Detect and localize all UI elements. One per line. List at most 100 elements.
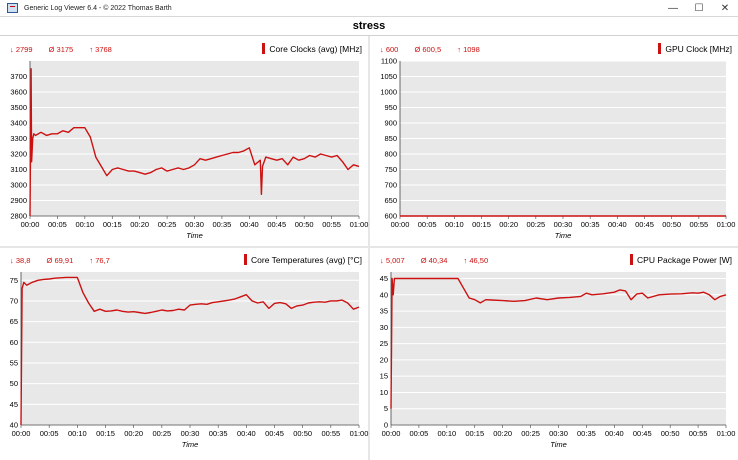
x-tick-label: 00:50 — [295, 220, 314, 229]
x-tick-label: 01:00 — [350, 220, 369, 229]
x-tick-label: 00:35 — [581, 220, 600, 229]
chart-title: Core Clocks (avg) [MHz] — [262, 43, 362, 54]
stat-min: ↓ 2799 — [10, 45, 33, 54]
y-tick-label: 25 — [380, 339, 388, 348]
y-tick-label: 800 — [384, 150, 397, 159]
y-tick-label: 1050 — [380, 72, 397, 81]
x-axis-label: Time — [550, 440, 567, 449]
x-tick-label: 00:50 — [293, 429, 312, 438]
x-tick-label: 00:15 — [465, 429, 484, 438]
stat-min: ↓ 600 — [380, 45, 399, 54]
y-tick-label: 3100 — [10, 165, 27, 174]
x-tick-label: 00:40 — [608, 220, 627, 229]
y-tick-label: 45 — [10, 400, 18, 409]
x-tick-label: 00:30 — [549, 429, 568, 438]
core-temperatures-chart: 40 45 50 55 60 65 70 75 00:00 00:05 00:10 00:15 00:2… — [10, 272, 369, 449]
series-swatch — [244, 254, 248, 265]
stat-min: ↓ 38,8 — [10, 256, 31, 265]
minimize-button[interactable]: — — [668, 2, 678, 14]
x-tick-label: 00:05 — [418, 220, 437, 229]
chart-title: GPU Clock [MHz] — [658, 43, 732, 54]
x-tick-label: 00:10 — [68, 429, 87, 438]
x-axis-label: Time — [186, 231, 203, 240]
x-tick-label: 00:35 — [577, 429, 596, 438]
stat-max: ↑ 3768 — [89, 45, 112, 54]
y-tick-label: 15 — [380, 372, 388, 381]
stat-min: ↓ 5,007 — [380, 256, 405, 265]
x-tick-label: 00:40 — [237, 429, 256, 438]
y-tick-label: 950 — [384, 103, 397, 112]
x-tick-label: 00:45 — [265, 429, 284, 438]
stat-max: ↑ 46,50 — [463, 256, 489, 265]
x-tick-label: 01:00 — [717, 429, 736, 438]
x-tick-label: 00:20 — [493, 429, 512, 438]
maximize-button[interactable]: ☐ — [694, 2, 704, 14]
x-tick-label: 01:00 — [717, 220, 736, 229]
y-tick-label: 3500 — [10, 103, 27, 112]
x-tick-label: 00:20 — [124, 429, 143, 438]
chart-title: CPU Package Power [W] — [630, 254, 732, 265]
x-tick-label: 00:50 — [661, 429, 680, 438]
panel-divider-vertical — [368, 36, 370, 460]
x-tick-label: 00:40 — [605, 429, 624, 438]
x-tick-label: 00:10 — [445, 220, 464, 229]
y-tick-label: 3000 — [10, 181, 27, 190]
y-tick-label: 45 — [380, 274, 388, 283]
close-button[interactable]: ✕ — [720, 2, 730, 14]
y-tick-label: 3200 — [10, 150, 27, 159]
y-tick-label: 35 — [380, 307, 388, 316]
x-tick-label: 00:30 — [185, 220, 204, 229]
y-tick-label: 20 — [380, 355, 388, 364]
y-tick-label: 1000 — [380, 88, 397, 97]
window-title: Generic Log Viewer 6.4 - © 2022 Thomas B… — [24, 4, 172, 12]
y-tick-label: 1100 — [381, 57, 397, 66]
y-tick-label: 50 — [10, 379, 18, 388]
y-tick-label: 10 — [380, 388, 388, 397]
y-tick-label: 850 — [384, 134, 397, 143]
series-line — [29, 68, 360, 217]
gpu-clock-chart: 600 650 700 750 800 850 900 950 1000 1050 1100 00:0… — [380, 57, 736, 241]
cpu-package-power-chart: 0 5 10 15 20 25 30 35 40 45 00:00 00:05 00:10 00:15 00… — [380, 272, 736, 449]
y-tick-label: 3700 — [10, 72, 27, 81]
chart-panel-cpu-package-power: ↓ 5,007 Ø 40,34 ↑ 46,50 CPU Package Powe… — [370, 248, 738, 460]
window-controls: — ☐ ✕ — [660, 0, 738, 17]
x-tick-label: 00:25 — [521, 429, 540, 438]
x-tick-label: 00:20 — [130, 220, 149, 229]
stat-avg: Ø 40,34 — [420, 256, 448, 265]
core-clocks-chart: 2800 2900 3000 3100 3200 3300 3400 3500 3600 3700… — [10, 61, 369, 240]
y-tick-label: 75 — [10, 276, 18, 285]
title-bar: Generic Log Viewer 6.4 - © 2022 Thomas B… — [0, 0, 738, 17]
stat-max: ↑ 76,7 — [89, 256, 110, 265]
x-tick-label: 00:10 — [437, 429, 456, 438]
x-tick-label: 00:10 — [75, 220, 94, 229]
x-tick-label: 00:00 — [21, 220, 40, 229]
x-tick-label: 00:35 — [209, 429, 228, 438]
y-tick-label: 700 — [384, 181, 397, 190]
stat-max: ↑ 1098 — [457, 45, 480, 54]
panel-divider-horizontal — [0, 246, 738, 248]
x-tick-label: 00:20 — [499, 220, 518, 229]
series-swatch — [658, 43, 662, 54]
y-tick-label: 650 — [384, 196, 397, 205]
x-tick-label: 00:05 — [40, 429, 59, 438]
y-tick-label: 3300 — [10, 134, 27, 143]
x-tick-label: 00:55 — [321, 429, 340, 438]
x-tick-label: 00:55 — [689, 220, 708, 229]
x-tick-label: 00:05 — [410, 429, 429, 438]
y-tick-label: 5 — [384, 404, 388, 413]
stat-avg: Ø 600,5 — [414, 45, 442, 54]
y-tick-label: 3400 — [10, 119, 27, 128]
x-tick-label: 00:25 — [152, 429, 171, 438]
y-tick-label: 2900 — [10, 196, 27, 205]
stats-readout: ↓ 2799 Ø 3175 ↑ 3768 — [10, 45, 126, 54]
x-tick-label: 00:45 — [267, 220, 286, 229]
chart-panel-gpu-clock: ↓ 600 Ø 600,5 ↑ 1098 GPU Clock [MHz] 600… — [370, 37, 738, 246]
x-tick-label: 00:45 — [633, 429, 652, 438]
x-tick-label: 00:00 — [382, 429, 401, 438]
y-tick-label: 600 — [384, 212, 397, 221]
x-tick-label: 00:25 — [158, 220, 177, 229]
stat-avg: Ø 69,91 — [46, 256, 74, 265]
x-tick-label: 01:00 — [350, 429, 369, 438]
stat-avg: Ø 3175 — [48, 45, 74, 54]
x-tick-label: 00:15 — [472, 220, 491, 229]
